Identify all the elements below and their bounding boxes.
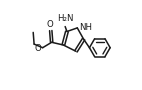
Text: O: O (47, 20, 54, 29)
Text: O: O (34, 44, 41, 53)
Text: H₂N: H₂N (57, 14, 73, 22)
Text: NH: NH (80, 23, 93, 32)
